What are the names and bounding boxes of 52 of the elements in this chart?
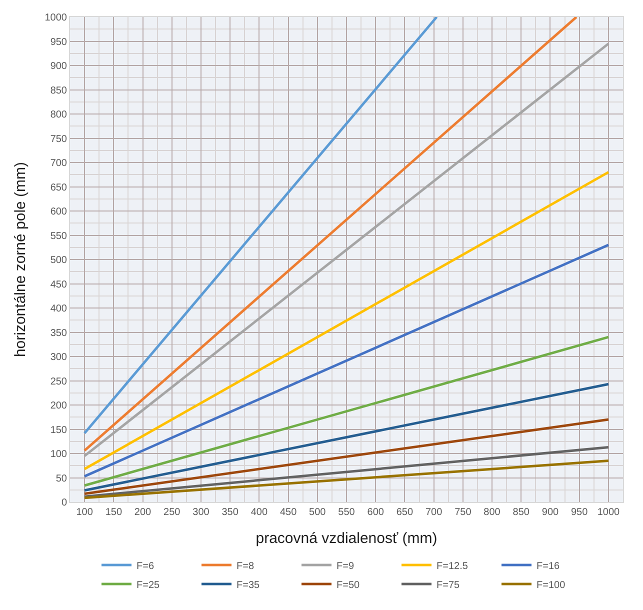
y-axis-title: horizontálne zorné pole (mm) <box>12 162 29 358</box>
x-axis-title: pracovná vzdialenosť (mm) <box>256 530 438 547</box>
x-tick-label: 950 <box>570 507 588 518</box>
x-tick-label: 700 <box>425 507 443 518</box>
legend-label: F=35 <box>236 580 260 591</box>
y-tick-label: 900 <box>50 61 68 72</box>
y-tick-label: 950 <box>50 36 68 48</box>
x-tick-label: 100 <box>76 507 94 518</box>
y-tick-label: 300 <box>50 352 68 363</box>
y-tick-label: 1000 <box>44 12 68 24</box>
legend-label: F=12.5 <box>436 560 468 572</box>
y-tick-label: 750 <box>50 134 68 145</box>
x-tick-label: 300 <box>192 507 210 518</box>
y-tick-label: 500 <box>50 255 68 266</box>
x-tick-label: 500 <box>309 507 326 518</box>
y-tick-label: 450 <box>50 279 68 290</box>
legend-label: F=25 <box>136 580 160 591</box>
legend-label: F=8 <box>236 560 254 572</box>
y-tick-label: 350 <box>50 328 68 339</box>
y-tick-label: 0 <box>61 498 68 508</box>
y-tick-label: 400 <box>50 304 68 314</box>
y-tick-label: 650 <box>50 182 68 194</box>
x-tick-label: 550 <box>338 507 356 518</box>
x-tick-label: 450 <box>280 507 298 518</box>
y-tick-label: 600 <box>50 206 68 218</box>
y-tick-label: 50 <box>56 473 68 484</box>
x-tick-label: 250 <box>164 507 181 518</box>
y-tick-label: 250 <box>50 376 68 388</box>
x-tick-label: 200 <box>134 507 152 518</box>
x-tick-label: 850 <box>512 507 530 518</box>
legend-label: F=6 <box>136 560 154 572</box>
y-tick-label: 550 <box>50 230 68 242</box>
y-tick-label: 800 <box>50 110 68 120</box>
x-tick-label: 1000 <box>597 507 620 518</box>
x-tick-label: 800 <box>484 507 501 518</box>
x-tick-label: 900 <box>542 507 560 518</box>
legend-label: F=9 <box>336 560 354 572</box>
y-tick-label: 700 <box>50 158 68 169</box>
y-tick-label: 200 <box>50 400 68 412</box>
y-tick-label: 850 <box>50 85 68 96</box>
x-tick-label: 350 <box>222 507 239 518</box>
legend-label: F=50 <box>336 580 360 591</box>
x-tick-label: 750 <box>454 507 472 518</box>
x-tick-label: 600 <box>367 507 384 518</box>
y-tick-label: 150 <box>50 424 68 436</box>
y-tick-label: 100 <box>50 449 68 460</box>
x-tick-label: 150 <box>105 507 122 518</box>
legend-label: F=16 <box>536 560 560 572</box>
legend-label: F=75 <box>436 580 460 591</box>
x-tick-label: 650 <box>396 507 414 518</box>
legend-label: F=100 <box>536 580 566 591</box>
x-tick-label: 400 <box>250 507 268 518</box>
